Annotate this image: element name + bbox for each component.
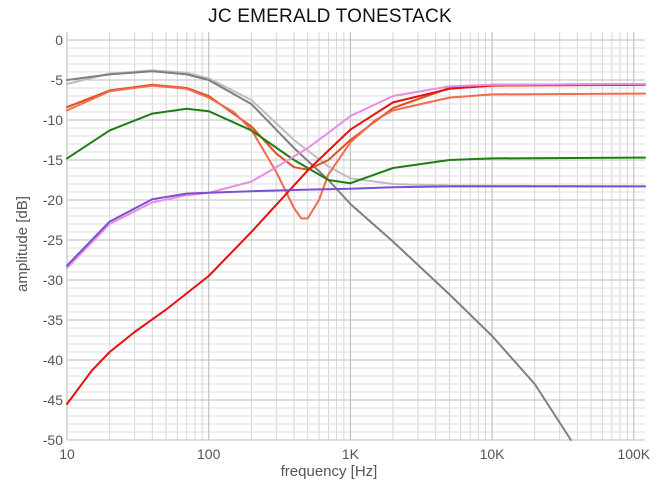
y-tick-label: -40	[43, 352, 63, 368]
series-line-4	[66, 84, 646, 220]
chart-title: JC EMERALD TONESTACK	[208, 6, 452, 27]
y-tick-label: -15	[43, 152, 63, 168]
x-tick-label: 10	[59, 446, 75, 462]
y-tick-label: -25	[43, 232, 63, 248]
grid-minor	[67, 32, 645, 440]
x-tick-label: 100	[197, 446, 221, 462]
x-tick-label: 1K	[342, 446, 360, 462]
series-line-6	[66, 83, 646, 405]
series-line-8	[66, 185, 646, 267]
y-tick-label: 0	[55, 32, 63, 48]
series-line-7	[66, 83, 646, 269]
x-tick-label: 100K	[617, 446, 650, 462]
series-layer	[66, 69, 646, 441]
x-axis-title: frequency [Hz]	[281, 463, 378, 480]
grid-major	[66, 32, 645, 441]
y-axis-ticks: 0 -5 -10 -15 -20 -25 -30 -35 -40 -45 -50	[43, 32, 63, 448]
x-tick-label: 10K	[480, 446, 506, 462]
y-tick-label: -45	[43, 392, 63, 408]
y-tick-label: -30	[43, 272, 63, 288]
y-tick-label: -50	[43, 432, 63, 448]
y-axis-title: amplitude [dB]	[14, 196, 31, 292]
y-tick-label: -20	[43, 192, 63, 208]
series-line-5	[66, 107, 646, 185]
y-tick-label: -10	[43, 112, 63, 128]
x-axis-ticks: 10 100 1K 10K 100K	[59, 446, 651, 462]
y-tick-label: -5	[51, 72, 64, 88]
y-tick-label: -35	[43, 312, 63, 328]
series-line-2	[66, 70, 572, 441]
